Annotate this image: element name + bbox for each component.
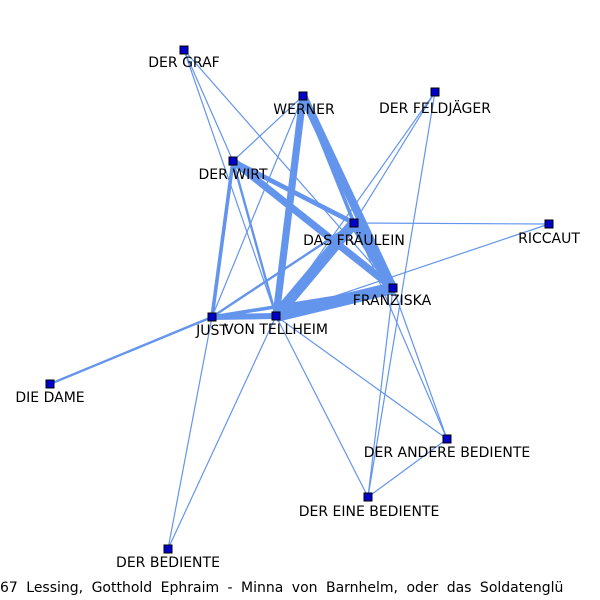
edge-wirt-franziska [230,158,396,291]
edge-werner-just [211,95,304,318]
edge-graf-franziska [183,49,394,289]
edge-feldjaeger-fraeulein [353,91,436,224]
edge-werner-fraeulein [301,95,356,224]
node-label-graf: DER GRAF [148,55,219,71]
edge-tellheim-eine [275,315,369,498]
node-label-just: JUST [195,323,228,339]
edge-tellheim-bediente [167,315,277,550]
node-label-werner: WERNER [273,102,335,118]
edge-werner-franziska [299,94,397,290]
edge-andere-eine [367,438,448,498]
edge-franziska-andere [392,287,448,440]
node-eine [363,492,373,502]
node-label-riccaut: RICCAUT [518,231,580,247]
graph-caption: 67 Lessing, Gotthold Ephraim - Minna von… [0,580,564,596]
node-label-wirt: DER WIRT [198,167,267,183]
node-just [207,312,217,322]
node-label-dame: DIE DAME [15,390,84,406]
edge-werner-wirt [232,95,304,162]
node-werner [298,91,308,101]
edge-wirt-fraeulein [231,158,356,226]
node-wirt [228,156,238,166]
network-graph: DER GRAF WERNER DER FELDJÄGER DER WIRT DAS F… [15,45,580,571]
edge-just-franziska [211,286,394,319]
node-layer [45,45,554,554]
node-label-andere: DER ANDERE BEDIENTE [364,445,531,461]
node-andere [442,434,452,444]
node-label-eine: DER EINE BEDIENTE [299,504,440,520]
edge-franziska-eine [367,287,394,498]
edge-riccaut-fraeulein [353,222,550,225]
edge-riccaut-tellheim [275,223,550,317]
edge-feldjaeger-eine [367,91,436,498]
label-layer: DER GRAF WERNER DER FELDJÄGER DER WIRT DAS F… [15,55,580,571]
node-label-fraeulein: DAS FRÄULEIN [303,231,405,249]
edge-wirt-tellheim [231,160,278,317]
node-dame [45,379,55,389]
edge-fraeulein-tellheim [271,219,359,320]
node-label-franziska: FRANZISKA [353,293,432,309]
node-feldjaeger [430,87,440,97]
node-label-tellheim: VON TELLHEIM [224,322,328,338]
node-label-feldjaeger: DER FELDJÄGER [379,99,491,117]
edge-wirt-just [210,160,235,318]
edge-graf-tellheim [183,49,277,317]
node-franziska [388,283,398,293]
node-graf [179,45,189,55]
node-riccaut [544,219,554,229]
edge-tellheim-andere [275,315,448,440]
edge-graf-wirt [183,49,234,162]
node-label-bediente: DER BEDIENTE [116,555,220,571]
edge-fraeulein-andere [353,222,448,440]
edge-just-bediente [167,316,213,550]
edge-just-dame [49,315,213,386]
node-tellheim [271,311,281,321]
node-fraeulein [349,218,359,228]
node-bediente [163,544,173,554]
edge-feldjaeger-tellheim [275,91,436,317]
edge-layer [49,49,550,550]
